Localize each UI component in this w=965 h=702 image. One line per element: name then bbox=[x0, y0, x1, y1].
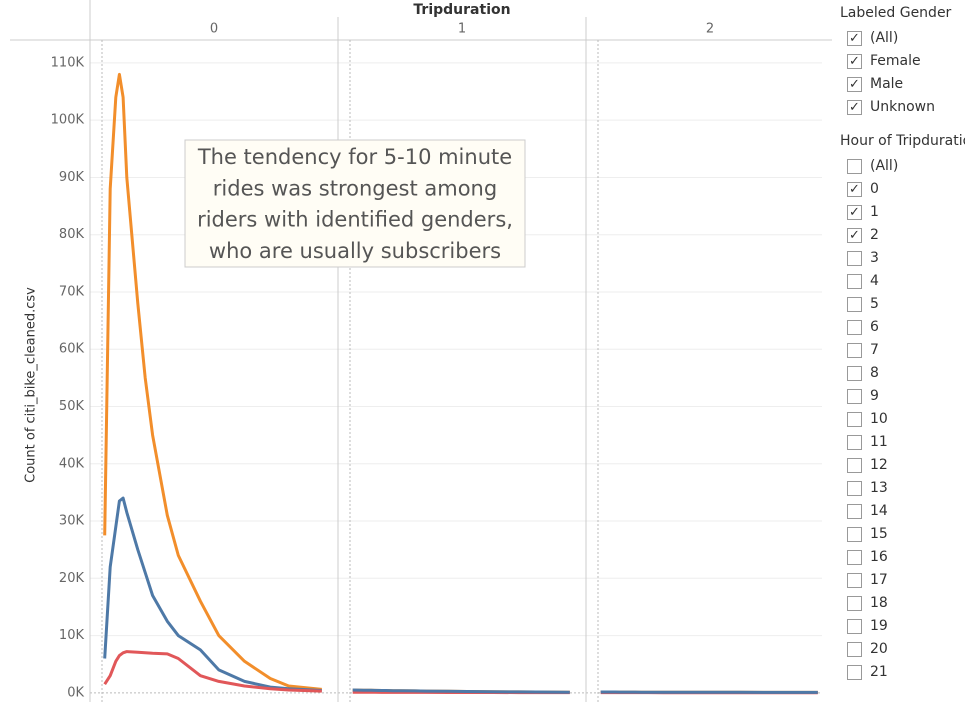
filter-label: 9 bbox=[870, 388, 879, 404]
y-tick-label: 80K bbox=[59, 227, 85, 242]
series-line bbox=[352, 688, 570, 694]
annotation-line: riders with identified genders, bbox=[197, 208, 513, 232]
filter-label: 4 bbox=[870, 273, 879, 289]
checkbox: ✓ bbox=[847, 77, 862, 92]
filter-label: Male bbox=[870, 76, 904, 92]
filter-label: 15 bbox=[870, 526, 888, 542]
checkbox bbox=[847, 481, 862, 496]
checkbox bbox=[847, 274, 862, 289]
y-tick-label: 50K bbox=[59, 399, 85, 414]
panel-label: 1 bbox=[458, 22, 466, 37]
y-tick-label: 0K bbox=[67, 685, 84, 700]
annotation: The tendency for 5-10 minute rides was st… bbox=[184, 139, 526, 268]
panel-label: 0 bbox=[210, 22, 218, 37]
annotation-line: rides was strongest among bbox=[213, 176, 497, 200]
filter-label: 7 bbox=[870, 342, 879, 358]
checkbox bbox=[847, 343, 862, 358]
checkbox bbox=[847, 550, 862, 565]
filter-panel: Labeled Gender ✓ (All) ✓ Female ✓ Male ✓ Unknown… bbox=[832, 0, 965, 702]
checkbox bbox=[847, 504, 862, 519]
chart: Tripduration Count of citi_bike_cleaned.… bbox=[10, 0, 832, 702]
checkbox bbox=[847, 596, 862, 611]
checkbox: ✓ bbox=[847, 54, 862, 69]
y-tick-label: 110K bbox=[51, 55, 85, 70]
filter-label: 21 bbox=[870, 664, 888, 680]
filter-label: 3 bbox=[870, 250, 879, 266]
filter-label: 6 bbox=[870, 319, 879, 335]
filter-label: 19 bbox=[870, 618, 888, 634]
panel-label: 2 bbox=[706, 22, 714, 37]
y-tick-label: 30K bbox=[59, 514, 85, 529]
checkbox: ✓ bbox=[847, 182, 862, 197]
checkbox bbox=[847, 251, 862, 266]
checkbox bbox=[847, 320, 862, 335]
filter-label: 2 bbox=[870, 227, 879, 243]
filter-label: (All) bbox=[870, 158, 899, 174]
y-tick-label: 20K bbox=[59, 571, 85, 586]
filter-label: 20 bbox=[870, 641, 888, 657]
filter-label: 17 bbox=[870, 572, 888, 588]
filter-label: 18 bbox=[870, 595, 888, 611]
series-line bbox=[103, 72, 322, 691]
y-tick-label: 90K bbox=[59, 170, 85, 185]
series-line bbox=[103, 650, 322, 693]
filter-label: Unknown bbox=[870, 99, 935, 115]
checkbox: ✓ bbox=[847, 100, 862, 115]
filter-label: 5 bbox=[870, 296, 879, 312]
filter-label: Female bbox=[870, 53, 921, 69]
filter-label: 16 bbox=[870, 549, 888, 565]
filter-label: 10 bbox=[870, 411, 888, 427]
filter-label: 12 bbox=[870, 457, 888, 473]
filter-label: 0 bbox=[870, 181, 879, 197]
checkbox bbox=[847, 527, 862, 542]
filter-title: Hour of Tripduration bbox=[840, 133, 965, 149]
filter-label: 14 bbox=[870, 503, 888, 519]
filter-label: (All) bbox=[870, 30, 899, 46]
filter-label: 1 bbox=[870, 204, 879, 220]
checkbox bbox=[847, 665, 862, 680]
checkbox: ✓ bbox=[847, 31, 862, 46]
filter-label: 11 bbox=[870, 434, 888, 450]
y-axis-label: Count of citi_bike_cleaned.csv bbox=[24, 287, 39, 483]
y-tick-label: 60K bbox=[59, 342, 85, 357]
series-line bbox=[103, 496, 322, 692]
checkbox bbox=[847, 366, 862, 381]
checkbox bbox=[847, 435, 862, 450]
y-tick-label: 10K bbox=[59, 628, 85, 643]
checkbox bbox=[847, 297, 862, 312]
filter-title: Labeled Gender bbox=[840, 5, 952, 21]
checkbox bbox=[847, 642, 862, 657]
checkbox bbox=[847, 412, 862, 427]
checkbox bbox=[847, 159, 862, 174]
annotation-line: The tendency for 5-10 minute bbox=[197, 145, 512, 169]
filter-label: 13 bbox=[870, 480, 888, 496]
y-tick-label: 100K bbox=[51, 113, 85, 128]
checkbox bbox=[847, 458, 862, 473]
checkbox bbox=[847, 389, 862, 404]
y-tick-label: 70K bbox=[59, 284, 85, 299]
y-tick-label: 40K bbox=[59, 456, 85, 471]
checkbox: ✓ bbox=[847, 205, 862, 220]
filter-label: 8 bbox=[870, 365, 879, 381]
checkbox bbox=[847, 573, 862, 588]
annotation-box bbox=[184, 139, 526, 268]
checkbox bbox=[847, 619, 862, 634]
annotation-line: who are usually subscribers bbox=[209, 239, 501, 263]
chart-title: Tripduration bbox=[413, 2, 510, 18]
checkbox: ✓ bbox=[847, 228, 862, 243]
